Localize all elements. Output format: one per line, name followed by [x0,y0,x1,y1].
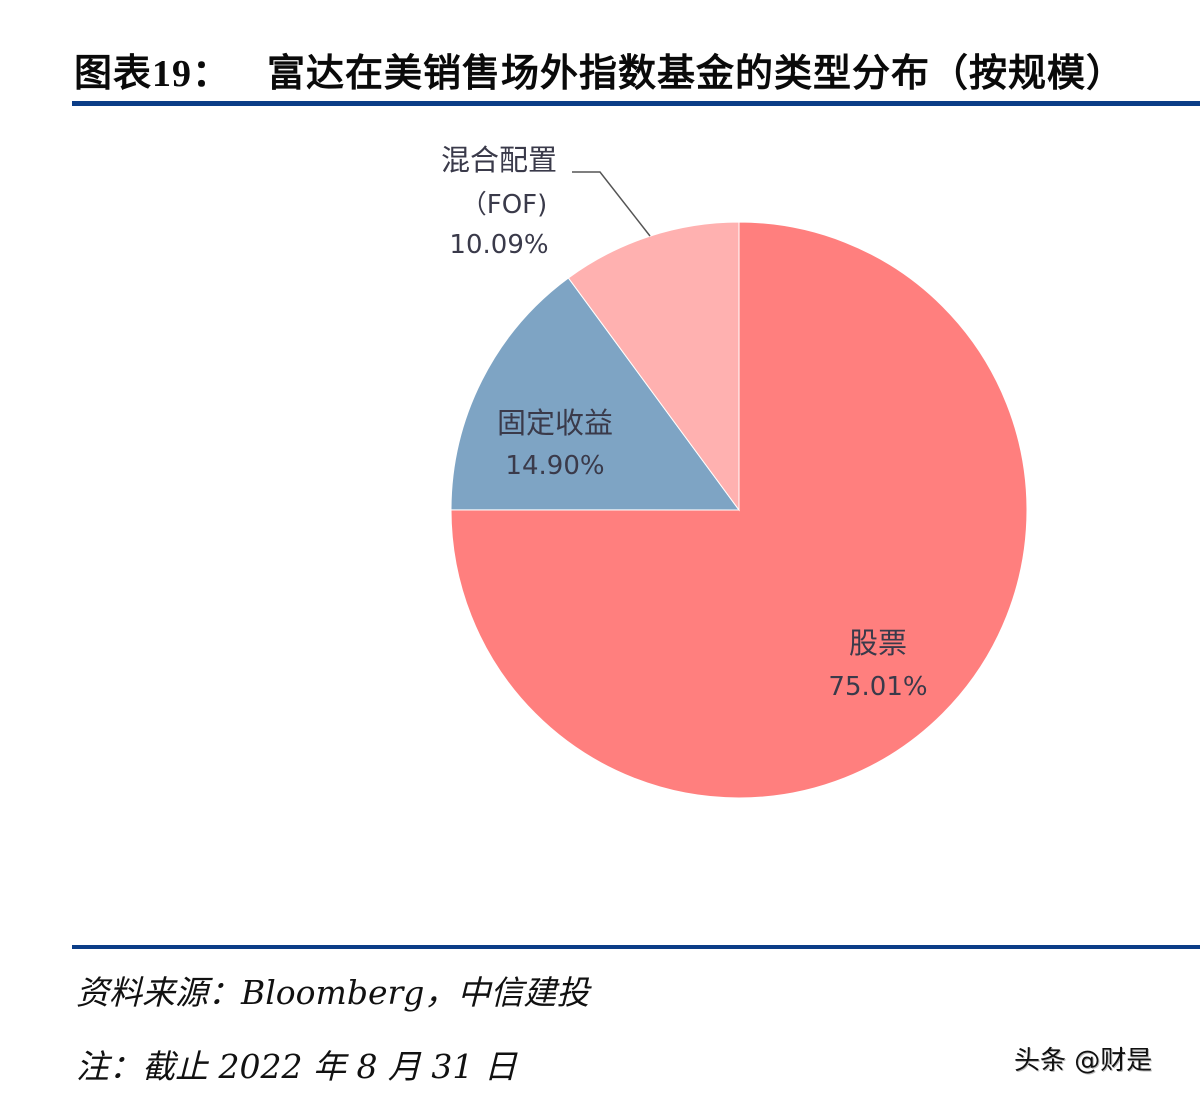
fixed-income-slice [450,277,740,511]
equity-label-name: 股票 [849,626,907,660]
figure-number: 19 [152,53,193,95]
date-note: 注：截止 2022 年 8 月 31 日 [76,1047,517,1086]
fixed-income-label-pct: 14.90% [505,451,604,481]
figure-label: 图表 [74,51,153,95]
mixed-label-name: 混合配置 [441,143,557,177]
pie-slices [450,221,1028,799]
figure-title: 图表19： 富达在美销售场外指数基金的类型分布（按规模） [74,42,1125,97]
watermark: 头条 @财是 [1014,1046,1153,1076]
pie-chart: 混合配置 （FOF) 10.09% 固定收益 14.90% 股票 75.01% [441,143,1028,799]
source-note: 资料来源：Bloomberg，中信建投 [76,973,590,1012]
mixed-label-pct: 10.09% [449,230,548,260]
equity-label-pct: 75.01% [828,672,927,702]
figure-colon: ： [192,51,232,95]
footer-rule [72,945,1200,949]
header-rule [72,101,1200,106]
mixed-label-fof: （FOF) [461,190,548,220]
fixed-income-label-name: 固定收益 [497,406,613,440]
leader-line [572,171,651,237]
mixed-slice [567,221,740,512]
figure-title-text: 富达在美销售场外指数基金的类型分布（按规模） [267,51,1126,95]
